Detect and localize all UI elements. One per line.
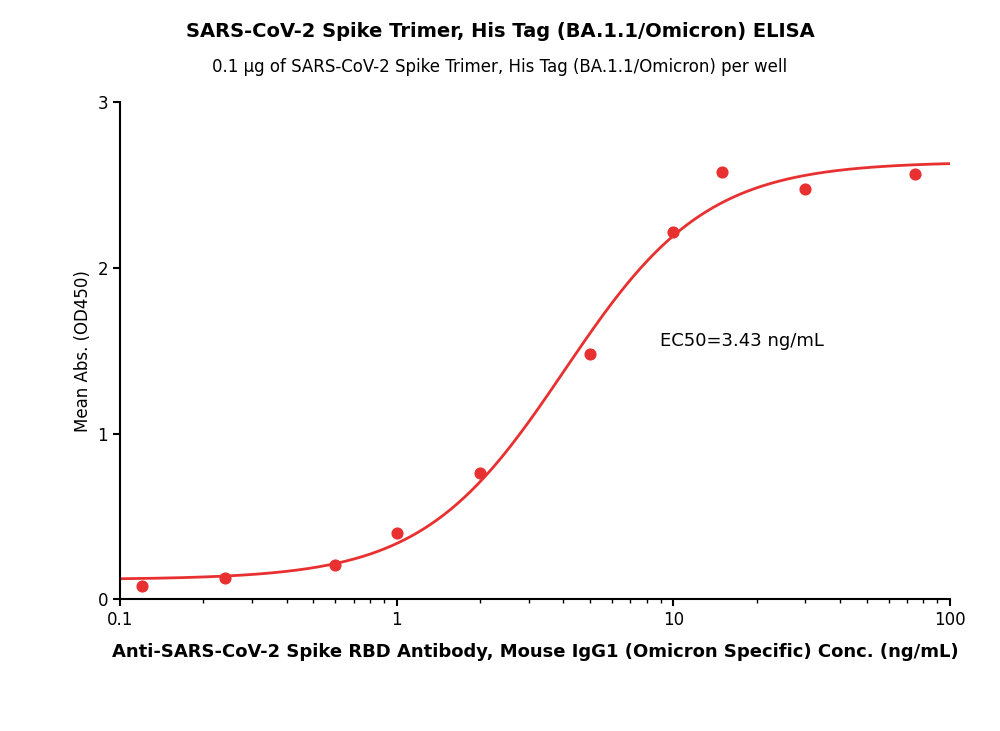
Point [327, 558, 343, 570]
Point [714, 166, 730, 178]
X-axis label: Anti-SARS-CoV-2 Spike RBD Antibody, Mouse IgG1 (Omicron Specific) Conc. (ng/mL): Anti-SARS-CoV-2 Spike RBD Antibody, Mous… [112, 643, 958, 661]
Point [217, 572, 233, 584]
Text: EC50=3.43 ng/mL: EC50=3.43 ng/mL [660, 332, 823, 350]
Point [665, 226, 681, 238]
Point [472, 468, 488, 480]
Point [907, 167, 923, 179]
Point [797, 183, 813, 194]
Text: 0.1 μg of SARS-CoV-2 Spike Trimer, His Tag (BA.1.1/Omicron) per well: 0.1 μg of SARS-CoV-2 Spike Trimer, His T… [212, 58, 788, 77]
Point [389, 527, 405, 539]
Point [134, 580, 150, 592]
Y-axis label: Mean Abs. (OD450): Mean Abs. (OD450) [74, 270, 92, 432]
Text: SARS-CoV-2 Spike Trimer, His Tag (BA.1.1/Omicron) ELISA: SARS-CoV-2 Spike Trimer, His Tag (BA.1.1… [186, 22, 814, 41]
Point [582, 349, 598, 360]
